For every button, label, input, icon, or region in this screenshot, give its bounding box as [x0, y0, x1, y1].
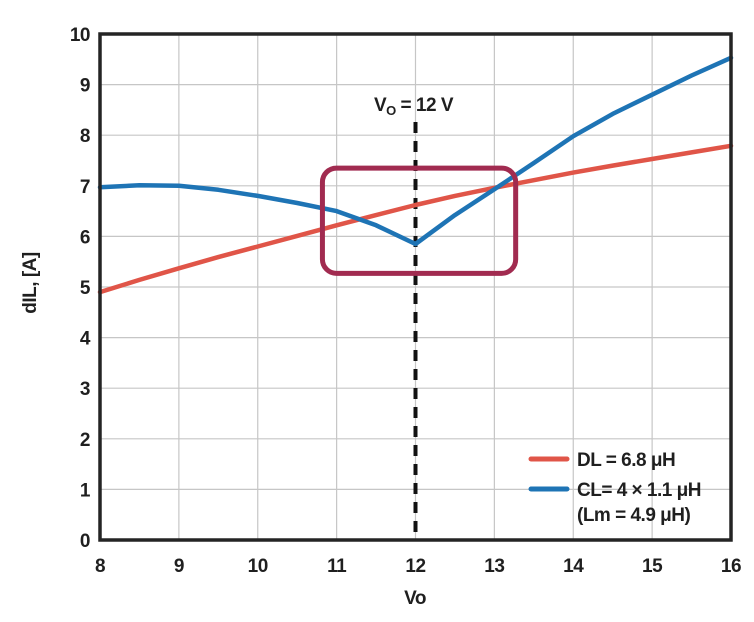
series-line-dl: [97, 143, 734, 295]
y-tick-label: 2: [80, 430, 90, 451]
highlight-box: [319, 165, 519, 276]
y-tick-label: 7: [80, 177, 90, 198]
y-tick-label: 8: [80, 126, 90, 147]
legend: DL = 6.8 μH CL= 4 × 1.1 μH (Lm = 4.9 μH): [528, 450, 701, 526]
series-lines: [97, 55, 734, 295]
x-tick-label: 9: [174, 556, 184, 577]
x-tick-label: 8: [95, 556, 105, 577]
y-tick-label: 9: [80, 76, 90, 97]
y-tick-label: 10: [70, 25, 90, 46]
x-axis-title: Vo: [404, 588, 426, 609]
annotation-group: VO = 12 V: [374, 95, 454, 118]
y-tick-label: 3: [80, 379, 90, 400]
legend-label-dl: DL = 6.8 μH: [577, 450, 675, 471]
y-axis-title: dIL, [A]: [20, 252, 41, 314]
plot-border: [98, 32, 733, 542]
x-tick-label: 11: [327, 556, 347, 577]
annotation-vo12: VO = 12 V: [374, 95, 454, 118]
x-tick-label: 13: [484, 556, 504, 577]
y-tick-label: 6: [80, 227, 90, 248]
x-axis-tick-labels: 8 9 10 11 12 13 14 15 16: [95, 556, 742, 577]
highlight-box-group: [319, 165, 519, 276]
series-line-cl: [97, 55, 734, 247]
y-tick-label: 5: [80, 278, 91, 299]
x-tick-label: 10: [248, 556, 268, 577]
legend-label-cl: CL= 4 × 1.1 μH: [577, 480, 701, 501]
y-tick-label: 4: [80, 329, 91, 350]
y-tick-label: 0: [80, 531, 90, 552]
x-tick-label: 16: [721, 556, 741, 577]
legend-label-cl-line2: (Lm = 4.9 μH): [577, 505, 691, 526]
x-tick-label: 14: [563, 556, 584, 577]
x-tick-label: 12: [405, 556, 425, 577]
y-tick-label: 1: [80, 480, 91, 501]
y-axis-tick-labels: 0 1 2 3 4 5 6 7 8 9 10: [70, 25, 92, 552]
x-tick-label: 15: [642, 556, 663, 577]
